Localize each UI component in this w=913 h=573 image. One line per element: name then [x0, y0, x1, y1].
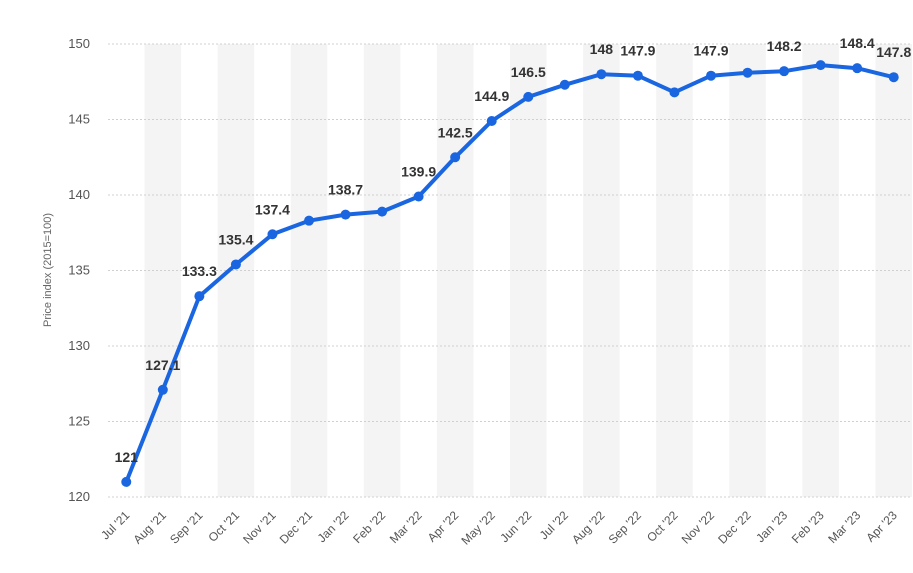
data-label: 144.9	[474, 88, 509, 104]
background-band	[729, 44, 766, 497]
x-tick-label: Jan '22	[315, 508, 352, 545]
data-point	[267, 229, 278, 240]
x-tick-label: Mar '23	[825, 508, 863, 546]
x-tick-label: Nov '21	[240, 508, 279, 547]
x-tick-label: Jan '23	[753, 508, 790, 545]
x-tick-label: Apr '22	[425, 508, 462, 545]
x-tick-label: Oct '22	[644, 508, 681, 545]
data-point	[230, 259, 241, 270]
data-point	[706, 70, 716, 81]
data-label: 142.5	[438, 124, 473, 140]
y-tick-label: 145	[68, 112, 90, 127]
x-tick-label: May '22	[458, 508, 498, 548]
data-point	[304, 215, 314, 226]
x-tick-label: Jul '21	[98, 508, 132, 542]
data-point	[559, 79, 570, 90]
data-point	[852, 63, 863, 74]
background-band	[144, 44, 182, 497]
background-band	[656, 44, 693, 497]
x-tick-label: Jul '22	[537, 508, 571, 542]
data-point	[632, 70, 643, 81]
data-label: 148.2	[767, 38, 802, 54]
background-band	[436, 44, 474, 497]
data-point	[194, 291, 205, 302]
data-point	[340, 209, 351, 220]
data-point	[669, 87, 680, 98]
data-label: 146.5	[511, 64, 546, 80]
data-label: 147.9	[620, 43, 655, 59]
data-point	[413, 191, 424, 202]
data-point	[377, 206, 388, 217]
data-label: 135.4	[218, 231, 253, 247]
data-point	[450, 152, 461, 163]
data-point	[888, 72, 899, 83]
data-point	[815, 60, 826, 71]
data-label: 148	[590, 41, 614, 57]
data-points	[121, 60, 899, 487]
x-tick-label: Sep '22	[606, 508, 645, 547]
data-label: 133.3	[182, 263, 217, 279]
data-label: 138.7	[328, 182, 363, 198]
x-tick-label: Sep '21	[167, 508, 206, 547]
y-tick-label: 130	[68, 338, 90, 353]
data-label: 148.4	[840, 35, 875, 51]
data-point	[742, 67, 753, 78]
data-label: 147.9	[693, 43, 728, 59]
x-tick-label: Feb '23	[789, 508, 827, 546]
y-tick-label: 140	[68, 187, 90, 202]
y-tick-label: 150	[68, 36, 90, 51]
x-tick-label: Feb '22	[350, 508, 388, 546]
y-axis-ticks: 120 125 130 135 140 145 150	[68, 36, 90, 504]
x-tick-label: Aug '22	[569, 508, 608, 547]
data-point	[596, 69, 607, 80]
series-line	[124, 63, 896, 484]
x-tick-label: Oct '21	[206, 508, 243, 545]
data-label: 147.8	[876, 44, 911, 60]
y-tick-label: 125	[68, 414, 90, 429]
y-tick-label: 135	[68, 263, 90, 278]
data-point	[157, 384, 168, 395]
x-tick-label: Dec '22	[715, 508, 754, 547]
data-point	[121, 476, 132, 487]
x-tick-label: Aug '21	[131, 508, 170, 547]
data-label: 137.4	[255, 201, 290, 217]
x-tick-label: Jun '22	[497, 508, 534, 545]
y-tick-label: 120	[68, 489, 90, 504]
gridlines	[108, 43, 912, 498]
data-point	[486, 116, 497, 127]
data-label: 139.9	[401, 164, 436, 180]
x-tick-label: Nov '22	[679, 508, 718, 547]
x-tick-label: Dec '21	[277, 508, 316, 547]
y-axis-label: Price index (2015=100)	[42, 213, 54, 327]
data-point	[779, 66, 790, 77]
data-label: 121	[115, 449, 139, 465]
data-point	[523, 91, 534, 102]
data-label: 127.1	[145, 357, 180, 373]
x-tick-label: Apr '23	[863, 508, 900, 545]
x-tick-label: Mar '22	[387, 508, 425, 546]
